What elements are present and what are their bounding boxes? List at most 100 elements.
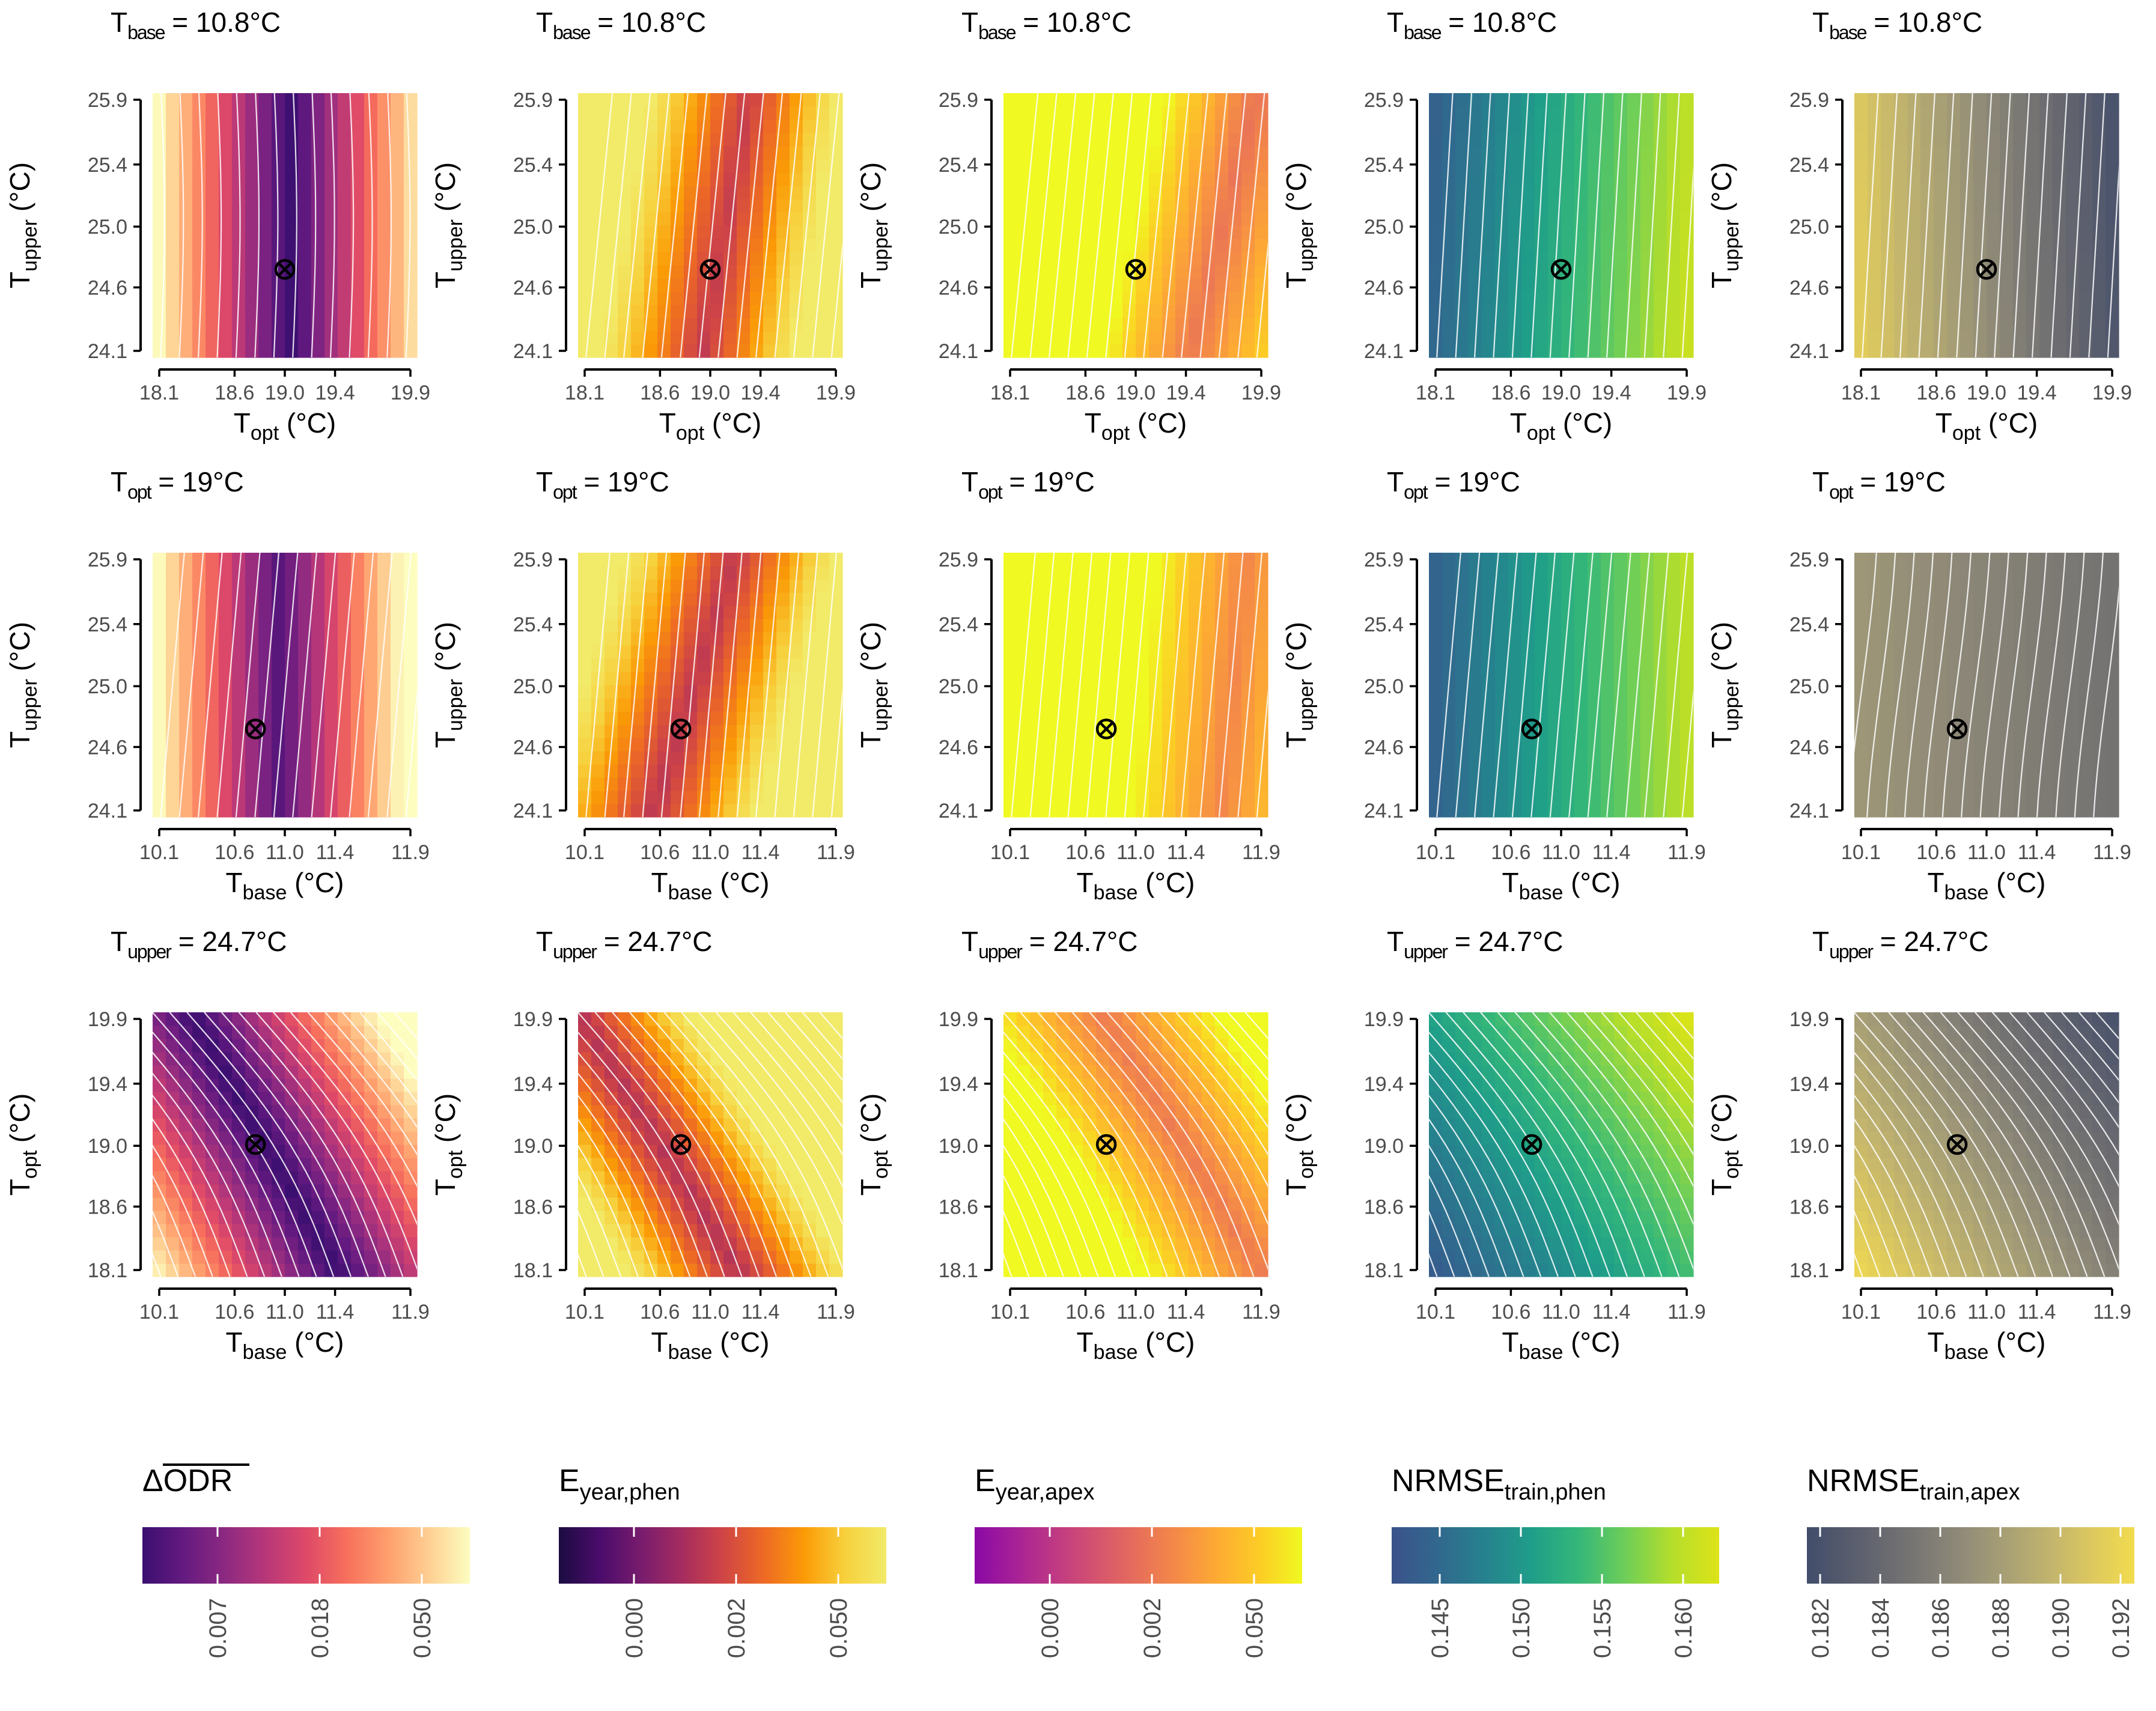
heatmap-cell [1149,159,1163,173]
heatmap-cell [763,305,777,318]
heatmap-cell [1574,252,1588,266]
heatmap-cell [1083,199,1097,213]
heatmap-cell [232,751,246,765]
panel-r0-c4: 24.124.625.025.425.918.1 18.6 19.0 19.4 19.9… [1706,7,2132,445]
heatmap-cell [1030,632,1044,646]
heatmap-cell [1003,172,1017,186]
heatmap-cell [1109,645,1123,659]
heatmap-cell [1973,632,1987,646]
heatmap-cell [153,1105,166,1119]
heatmap-cell [1442,252,1456,266]
heatmap-cell [1535,685,1548,699]
heatmap-cell [1003,751,1017,765]
heatmap-cell [644,344,658,358]
heatmap-cell [1096,764,1110,778]
heatmap-cell [1960,672,1974,685]
heatmap-cell [179,645,193,659]
heatmap-cell [684,619,698,633]
heatmap-cell [1535,93,1548,107]
heatmap-cell [311,172,325,186]
heatmap-cell [1561,239,1575,252]
heatmap-cell [324,1237,338,1251]
heatmap-cell [671,305,684,318]
heatmap-cell [298,1105,312,1119]
heatmap-cell [618,199,632,213]
heatmap-cell [285,606,299,619]
heatmap-cell [644,212,658,226]
heatmap-cell [2026,658,2040,672]
heatmap-cell [206,764,219,778]
heatmap-cell [1056,791,1070,804]
heatmap-cell [578,1065,592,1079]
heatmap-cell [1455,672,1469,685]
heatmap-cell [2106,632,2119,646]
x-tick-label: 10.6 [215,841,254,864]
heatmap-cell [298,698,312,712]
heatmap-cell [671,764,684,778]
heatmap-cell [272,239,285,252]
heatmap-cell [684,265,698,279]
y-tick-label: 24.6 [939,276,978,299]
heatmap-cell [206,1131,219,1145]
heatmap-cell [1574,566,1588,580]
heatmap-cell [1521,553,1535,567]
heatmap-cell [245,658,259,672]
heatmap-cell [1601,133,1615,147]
heatmap-cell [1548,791,1562,804]
heatmap-cell [404,146,418,160]
heatmap-cell [219,1250,233,1264]
heatmap-cell [1574,698,1588,712]
heatmap-cell [219,1184,233,1198]
heatmap-cell [578,1171,592,1185]
heatmap-cell [2092,645,2106,659]
heatmap-cell [1614,239,1628,252]
heatmap-cell [631,1092,645,1105]
heatmap-cell [1548,93,1562,107]
heatmap-cell [245,1039,259,1053]
heatmap-cell [1469,685,1482,699]
heatmap-cell [258,186,272,199]
heatmap-cell [1162,331,1176,345]
heatmap-cell [723,93,737,107]
heatmap-cell [671,685,684,699]
heatmap-cell [351,698,365,712]
heatmap-cell [1070,804,1083,818]
heatmap-cell [1920,592,1934,606]
heatmap-cell [737,252,751,266]
heatmap-cell [1083,212,1097,226]
heatmap-cell [1987,738,2000,752]
heatmap-cell [377,1224,391,1238]
heatmap-cell [1907,278,1921,292]
heatmap-cell [2026,632,2040,646]
heatmap-cell [192,1012,206,1026]
heatmap-cell [364,1224,378,1238]
heatmap-cell [1627,305,1641,318]
heatmap-cell [404,738,418,752]
heatmap-cell [1508,93,1522,107]
heatmap-cell [404,1131,418,1145]
heatmap-cell [790,239,803,252]
heatmap-cell [1175,331,1189,345]
heatmap-cell [604,1263,618,1277]
heatmap-cell [1588,658,1601,672]
heatmap-cell [2000,804,2014,818]
heatmap-cell [1920,738,1934,752]
heatmap-cell [166,738,180,752]
heatmap-cell [591,172,605,186]
heatmap-cell [153,1118,166,1132]
heatmap-cell [1561,318,1575,332]
heatmap-cell [285,1105,299,1119]
heatmap-cell [1854,93,1868,107]
heatmap-cell [1241,791,1255,804]
heatmap-cell [829,606,843,619]
y-tick-label: 25.4 [1364,154,1404,177]
x-tick-label: 19.9 [2092,381,2132,404]
heatmap-cell [1601,291,1615,305]
heatmap-cell [591,1131,605,1145]
heatmap-cell [1973,106,1987,120]
heatmap-cell [1109,106,1123,120]
heatmap-cell [1070,159,1083,173]
x-tick-label: 18.1 [1416,381,1455,404]
heatmap-cell [192,619,206,633]
heatmap-cell [2079,199,2093,213]
